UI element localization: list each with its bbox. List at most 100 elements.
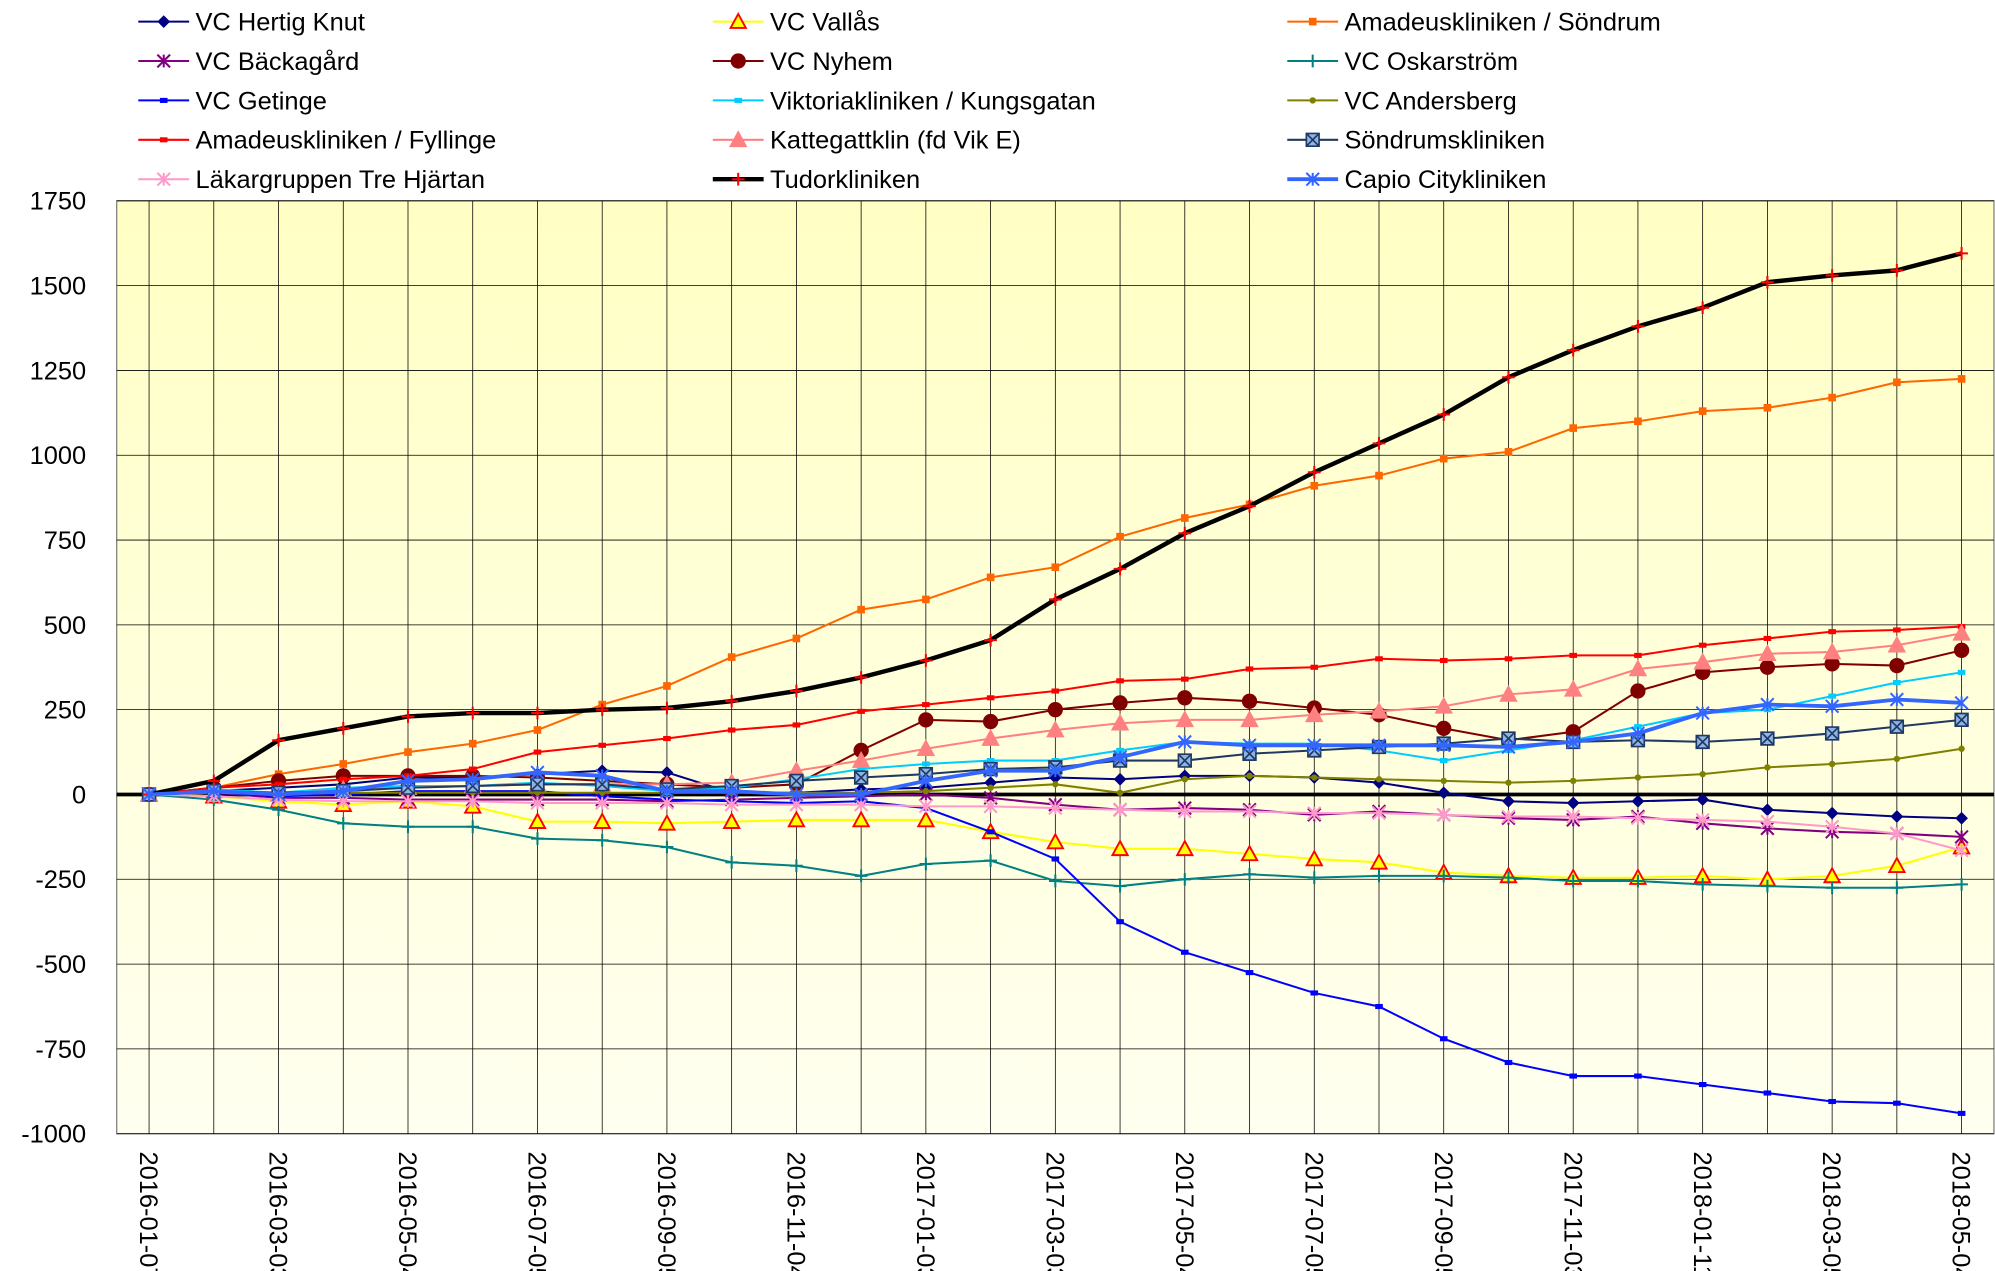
marker (1116, 747, 1124, 753)
legend-label: VC Vallås (770, 9, 880, 37)
marker (1369, 701, 1389, 719)
marker (339, 760, 348, 768)
marker (1955, 811, 1968, 825)
marker (1311, 774, 1318, 781)
marker (724, 797, 739, 812)
marker (1502, 370, 1515, 384)
y-tick-label: -1000 (21, 1121, 86, 1149)
marker (1116, 678, 1124, 684)
marker (1825, 881, 1839, 895)
marker (857, 605, 865, 614)
marker (916, 810, 936, 828)
legend-label: VC Bäckagård (195, 48, 359, 76)
marker (1824, 726, 1840, 741)
marker (1240, 710, 1259, 728)
marker (1051, 856, 1060, 862)
marker (1372, 869, 1386, 883)
legend-label: Söndrumskliniken (1344, 127, 1545, 155)
y-tick-label: -750 (35, 1036, 86, 1064)
x-tick-label: 2017-09-05 (1429, 1152, 1457, 1271)
marker (922, 595, 930, 604)
marker (156, 172, 171, 187)
x-tick-label: 2016-07-05 (523, 1152, 551, 1271)
marker (1828, 393, 1836, 402)
marker (659, 784, 675, 799)
marker (1439, 454, 1448, 463)
marker (401, 710, 415, 723)
marker (1893, 1100, 1901, 1106)
marker (1563, 679, 1583, 697)
marker (1439, 657, 1448, 664)
marker (724, 784, 739, 799)
marker (1952, 623, 1971, 641)
marker (1634, 652, 1642, 658)
marker (987, 784, 994, 791)
marker (1113, 562, 1127, 576)
marker (1954, 712, 1969, 728)
marker (854, 869, 868, 883)
marker (159, 137, 168, 143)
marker (1307, 738, 1322, 753)
marker (1436, 807, 1451, 822)
marker (1887, 856, 1907, 874)
marker (1634, 774, 1642, 781)
marker (790, 859, 803, 873)
marker (1634, 1073, 1642, 1079)
marker (1436, 738, 1451, 753)
marker (660, 766, 674, 779)
legend-label: Tudorkliniken (770, 166, 920, 194)
legend-label: Capio Citykliniken (1344, 166, 1546, 194)
marker (528, 812, 547, 829)
marker (1175, 839, 1195, 857)
series (145, 375, 1966, 799)
marker (1112, 802, 1128, 817)
marker (1699, 770, 1706, 778)
marker (1893, 627, 1901, 633)
marker (789, 773, 804, 789)
x-tick-label: 2016-09-05 (652, 1152, 680, 1271)
y-tick-label: 1000 (30, 442, 87, 470)
marker (854, 671, 868, 684)
marker (1825, 699, 1840, 714)
marker (1113, 772, 1127, 786)
marker (1954, 843, 1969, 858)
marker (918, 712, 934, 728)
marker (1828, 760, 1836, 768)
marker (1631, 874, 1645, 888)
marker (1954, 829, 1969, 844)
marker (1051, 563, 1060, 572)
marker (1764, 764, 1771, 771)
marker (1110, 713, 1130, 731)
marker (790, 684, 803, 698)
legend-label: VC Nyhem (770, 48, 893, 76)
marker (853, 770, 869, 785)
x-tick-label: 2016-11-04 (782, 1152, 810, 1271)
marker (1112, 750, 1128, 765)
marker (1310, 664, 1319, 670)
marker (1046, 832, 1065, 850)
marker (1630, 683, 1646, 699)
marker (271, 787, 286, 802)
x-tick-label: 2016-01-07 (134, 1152, 162, 1271)
marker (1566, 734, 1581, 749)
marker (1437, 786, 1451, 800)
marker (1439, 758, 1448, 764)
marker (853, 742, 869, 759)
marker (792, 722, 801, 728)
marker (533, 749, 542, 755)
marker (595, 703, 609, 717)
marker (1957, 375, 1966, 383)
marker (1178, 526, 1192, 540)
legend-label: Läkargruppen Tre Hjärtan (195, 166, 485, 194)
marker (792, 634, 801, 643)
marker (1759, 659, 1776, 675)
marker (986, 829, 995, 835)
marker (1758, 644, 1777, 662)
marker (1501, 739, 1516, 755)
marker (1566, 809, 1581, 824)
marker (1893, 755, 1901, 763)
marker (1693, 652, 1712, 670)
marker (465, 794, 480, 809)
marker (466, 820, 480, 834)
marker (1825, 819, 1840, 834)
